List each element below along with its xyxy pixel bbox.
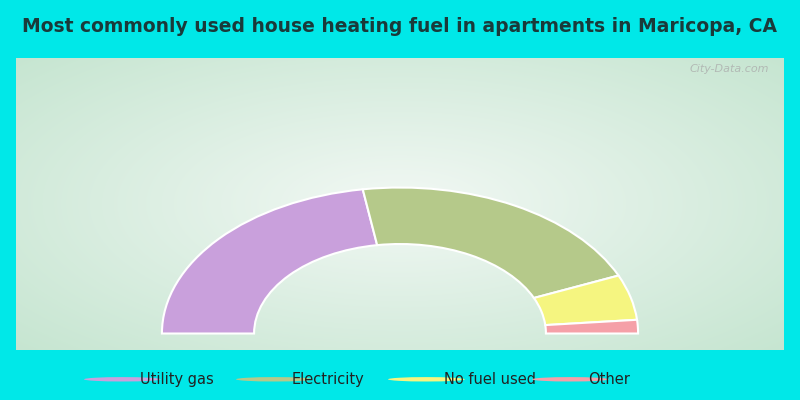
Wedge shape: [162, 189, 377, 334]
Circle shape: [532, 377, 609, 382]
Wedge shape: [546, 320, 638, 334]
Text: Other: Other: [588, 372, 630, 387]
Text: Utility gas: Utility gas: [140, 372, 214, 387]
Circle shape: [388, 377, 465, 382]
Circle shape: [84, 377, 161, 382]
Text: City-Data.com: City-Data.com: [689, 64, 769, 74]
Text: Electricity: Electricity: [292, 372, 365, 387]
Wedge shape: [362, 188, 618, 298]
Wedge shape: [534, 276, 637, 325]
Text: No fuel used: No fuel used: [444, 372, 536, 387]
Circle shape: [236, 377, 313, 382]
Text: Most commonly used house heating fuel in apartments in Maricopa, CA: Most commonly used house heating fuel in…: [22, 18, 778, 36]
